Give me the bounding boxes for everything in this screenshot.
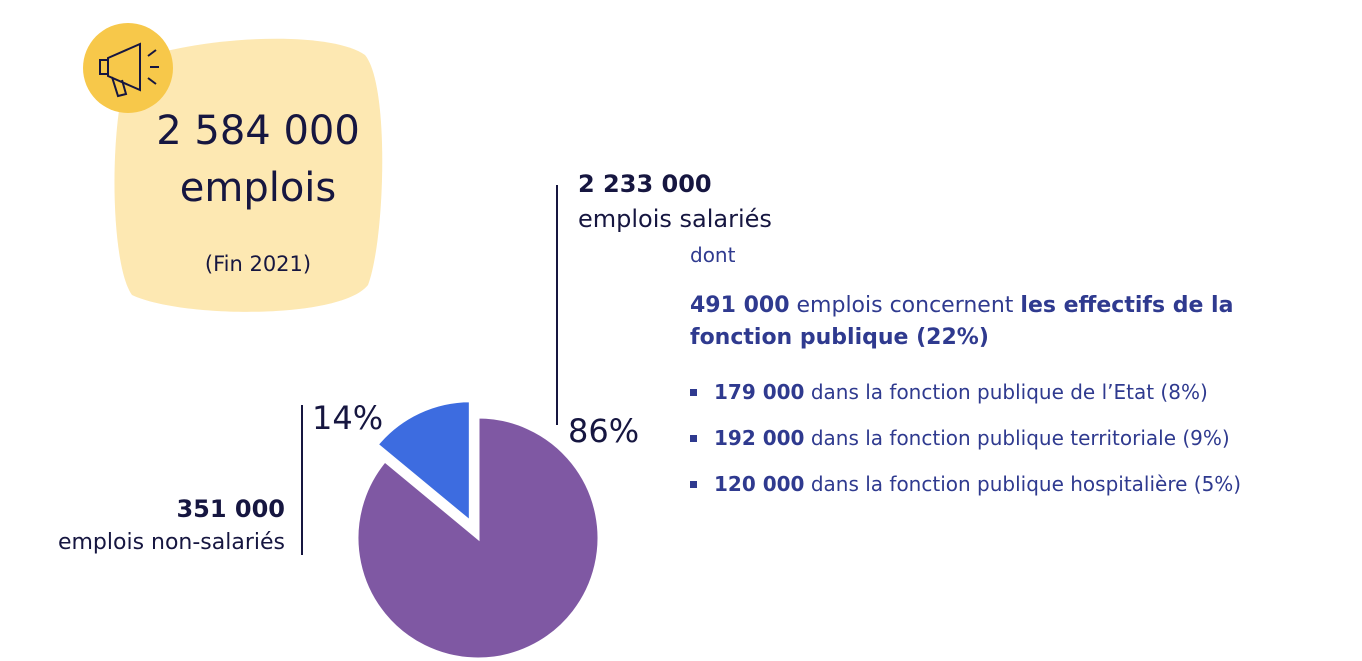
- intro: dont: [690, 243, 736, 267]
- breakdown-item: 179 000 dans la fonction publique de l’E…: [688, 380, 1241, 404]
- item-text: dans la fonction publique de l’Etat (8%): [804, 380, 1208, 404]
- breakdown-list: 179 000 dans la fonction publique de l’E…: [688, 380, 1241, 518]
- public-text: 491 000 emplois concernent les effectifs…: [690, 290, 1330, 354]
- salaried-label: emplois salariés: [578, 205, 772, 233]
- non-salaried-label: emplois non-salariés: [57, 530, 285, 555]
- item-text: dans la fonction publique hospitalière (…: [804, 472, 1242, 496]
- breakdown-item: 120 000 dans la fonction publique hospit…: [688, 472, 1241, 496]
- slice-label: 86%: [568, 412, 639, 450]
- pie-slice: [374, 399, 472, 525]
- item-text: dans la fonction publique territoriale (…: [804, 426, 1230, 450]
- megaphone-icon: [99, 42, 159, 98]
- icon-circle: [83, 23, 173, 113]
- public-highlight: les effectifs de la fonction publique (2…: [690, 293, 1234, 350]
- breakdown-item: 192 000 dans la fonction publique territ…: [688, 426, 1241, 450]
- item-number: 120 000: [714, 472, 805, 496]
- non-salaried-number: 351 000: [176, 495, 285, 523]
- headline-date: (Fin 2021): [204, 252, 312, 276]
- headline-box: [114, 38, 383, 312]
- headline-unit: emplois: [179, 165, 337, 211]
- public-number: 491 000: [690, 293, 790, 318]
- headline-number: 2 584 000: [156, 108, 360, 154]
- pie-slice: [355, 415, 601, 661]
- salaried-number: 2 233 000: [578, 170, 712, 198]
- item-number: 179 000: [714, 380, 805, 404]
- slice-label: 14%: [312, 399, 383, 437]
- item-number: 192 000: [714, 426, 805, 450]
- public-desc: emplois concernent: [789, 293, 1021, 318]
- pie: 86% 14%: [312, 399, 639, 661]
